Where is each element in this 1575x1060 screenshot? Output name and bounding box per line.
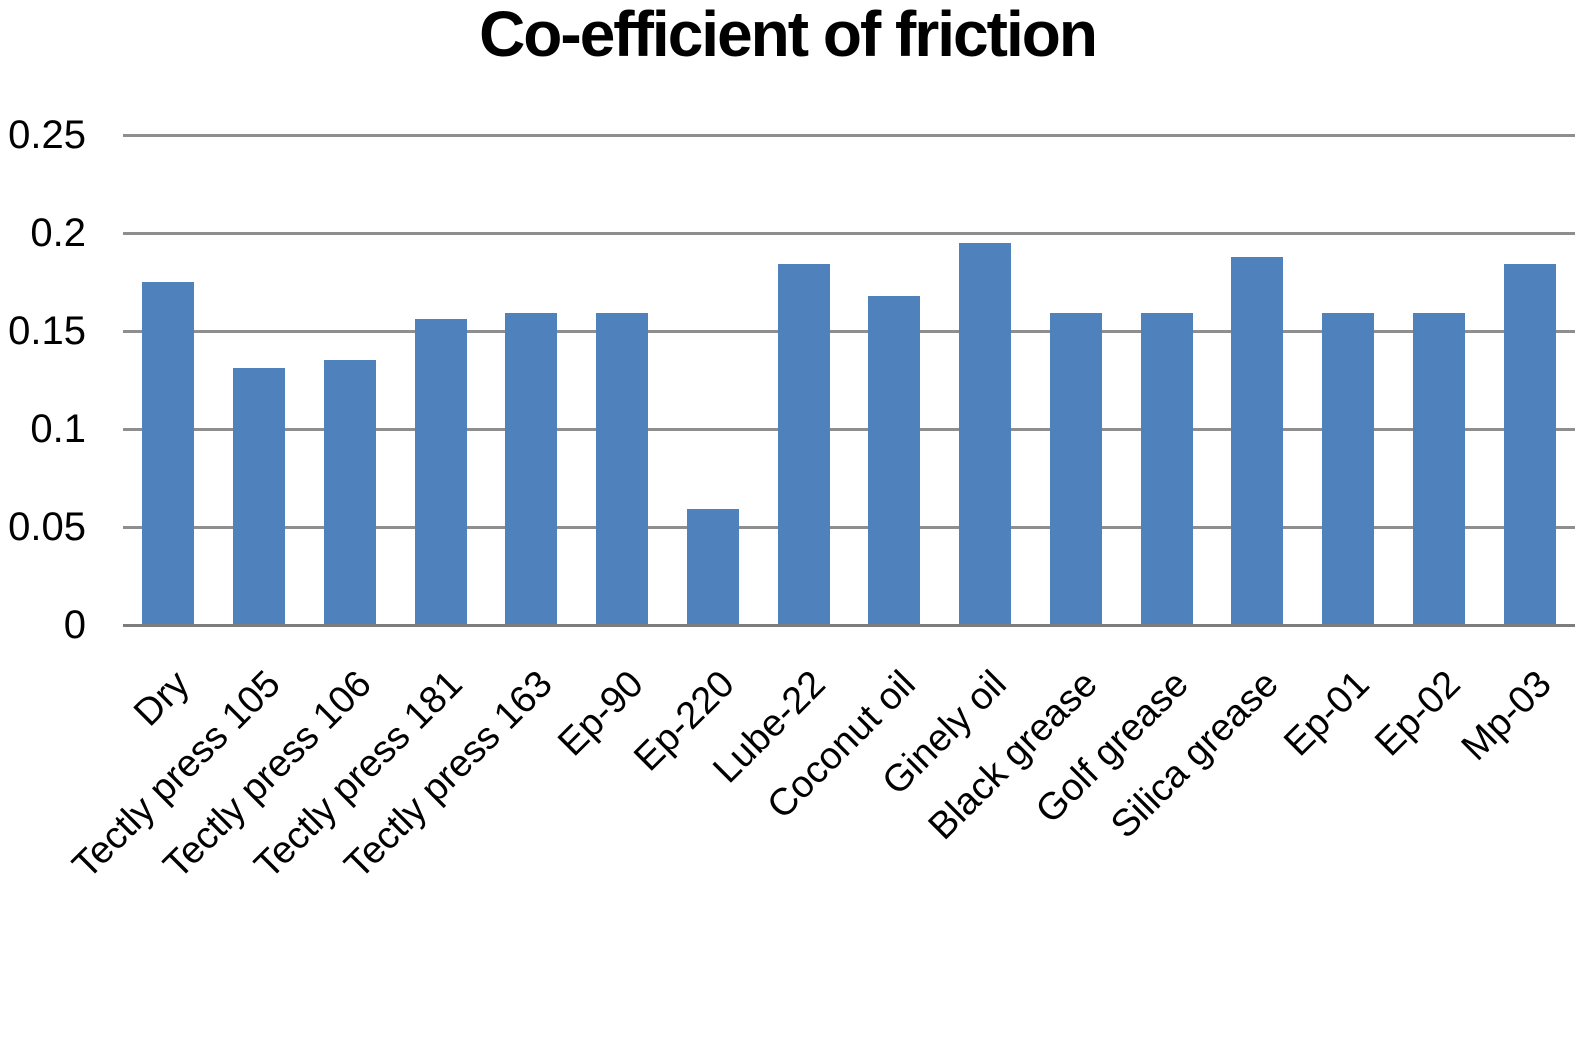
- chart-title: Co-efficient of friction: [479, 0, 1098, 70]
- bar: [959, 242, 1012, 625]
- bar-chart: Co-efficient of friction 0 0.05 0.1 0.15 0.2…: [8, 0, 1575, 887]
- bar: [414, 319, 467, 625]
- bar: [142, 282, 195, 625]
- bar: [1049, 313, 1102, 625]
- x-axis-line: [123, 623, 1575, 627]
- bar: [596, 313, 649, 625]
- y-axis-label: 0: [63, 603, 86, 647]
- gridline: [123, 133, 1575, 137]
- gridline: [123, 329, 1575, 333]
- bar: [868, 295, 921, 625]
- bar: [505, 313, 558, 625]
- bar: [1503, 264, 1556, 625]
- gridline: [123, 231, 1575, 235]
- gridline: [123, 525, 1575, 529]
- y-axis-label: 0.25: [8, 113, 86, 157]
- bar: [323, 360, 376, 625]
- bar: [777, 264, 830, 625]
- bar: [1412, 313, 1465, 625]
- bar: [1322, 313, 1375, 625]
- bar: [1231, 256, 1284, 625]
- gridline: [123, 427, 1575, 431]
- y-axis-label: 0.15: [8, 309, 86, 353]
- y-axis-label: 0.05: [8, 505, 86, 549]
- y-axis-label: 0.2: [30, 211, 86, 255]
- y-axis-label: 0.1: [30, 407, 86, 451]
- bar: [686, 509, 739, 625]
- bar: [1140, 313, 1193, 625]
- bar: [233, 368, 286, 625]
